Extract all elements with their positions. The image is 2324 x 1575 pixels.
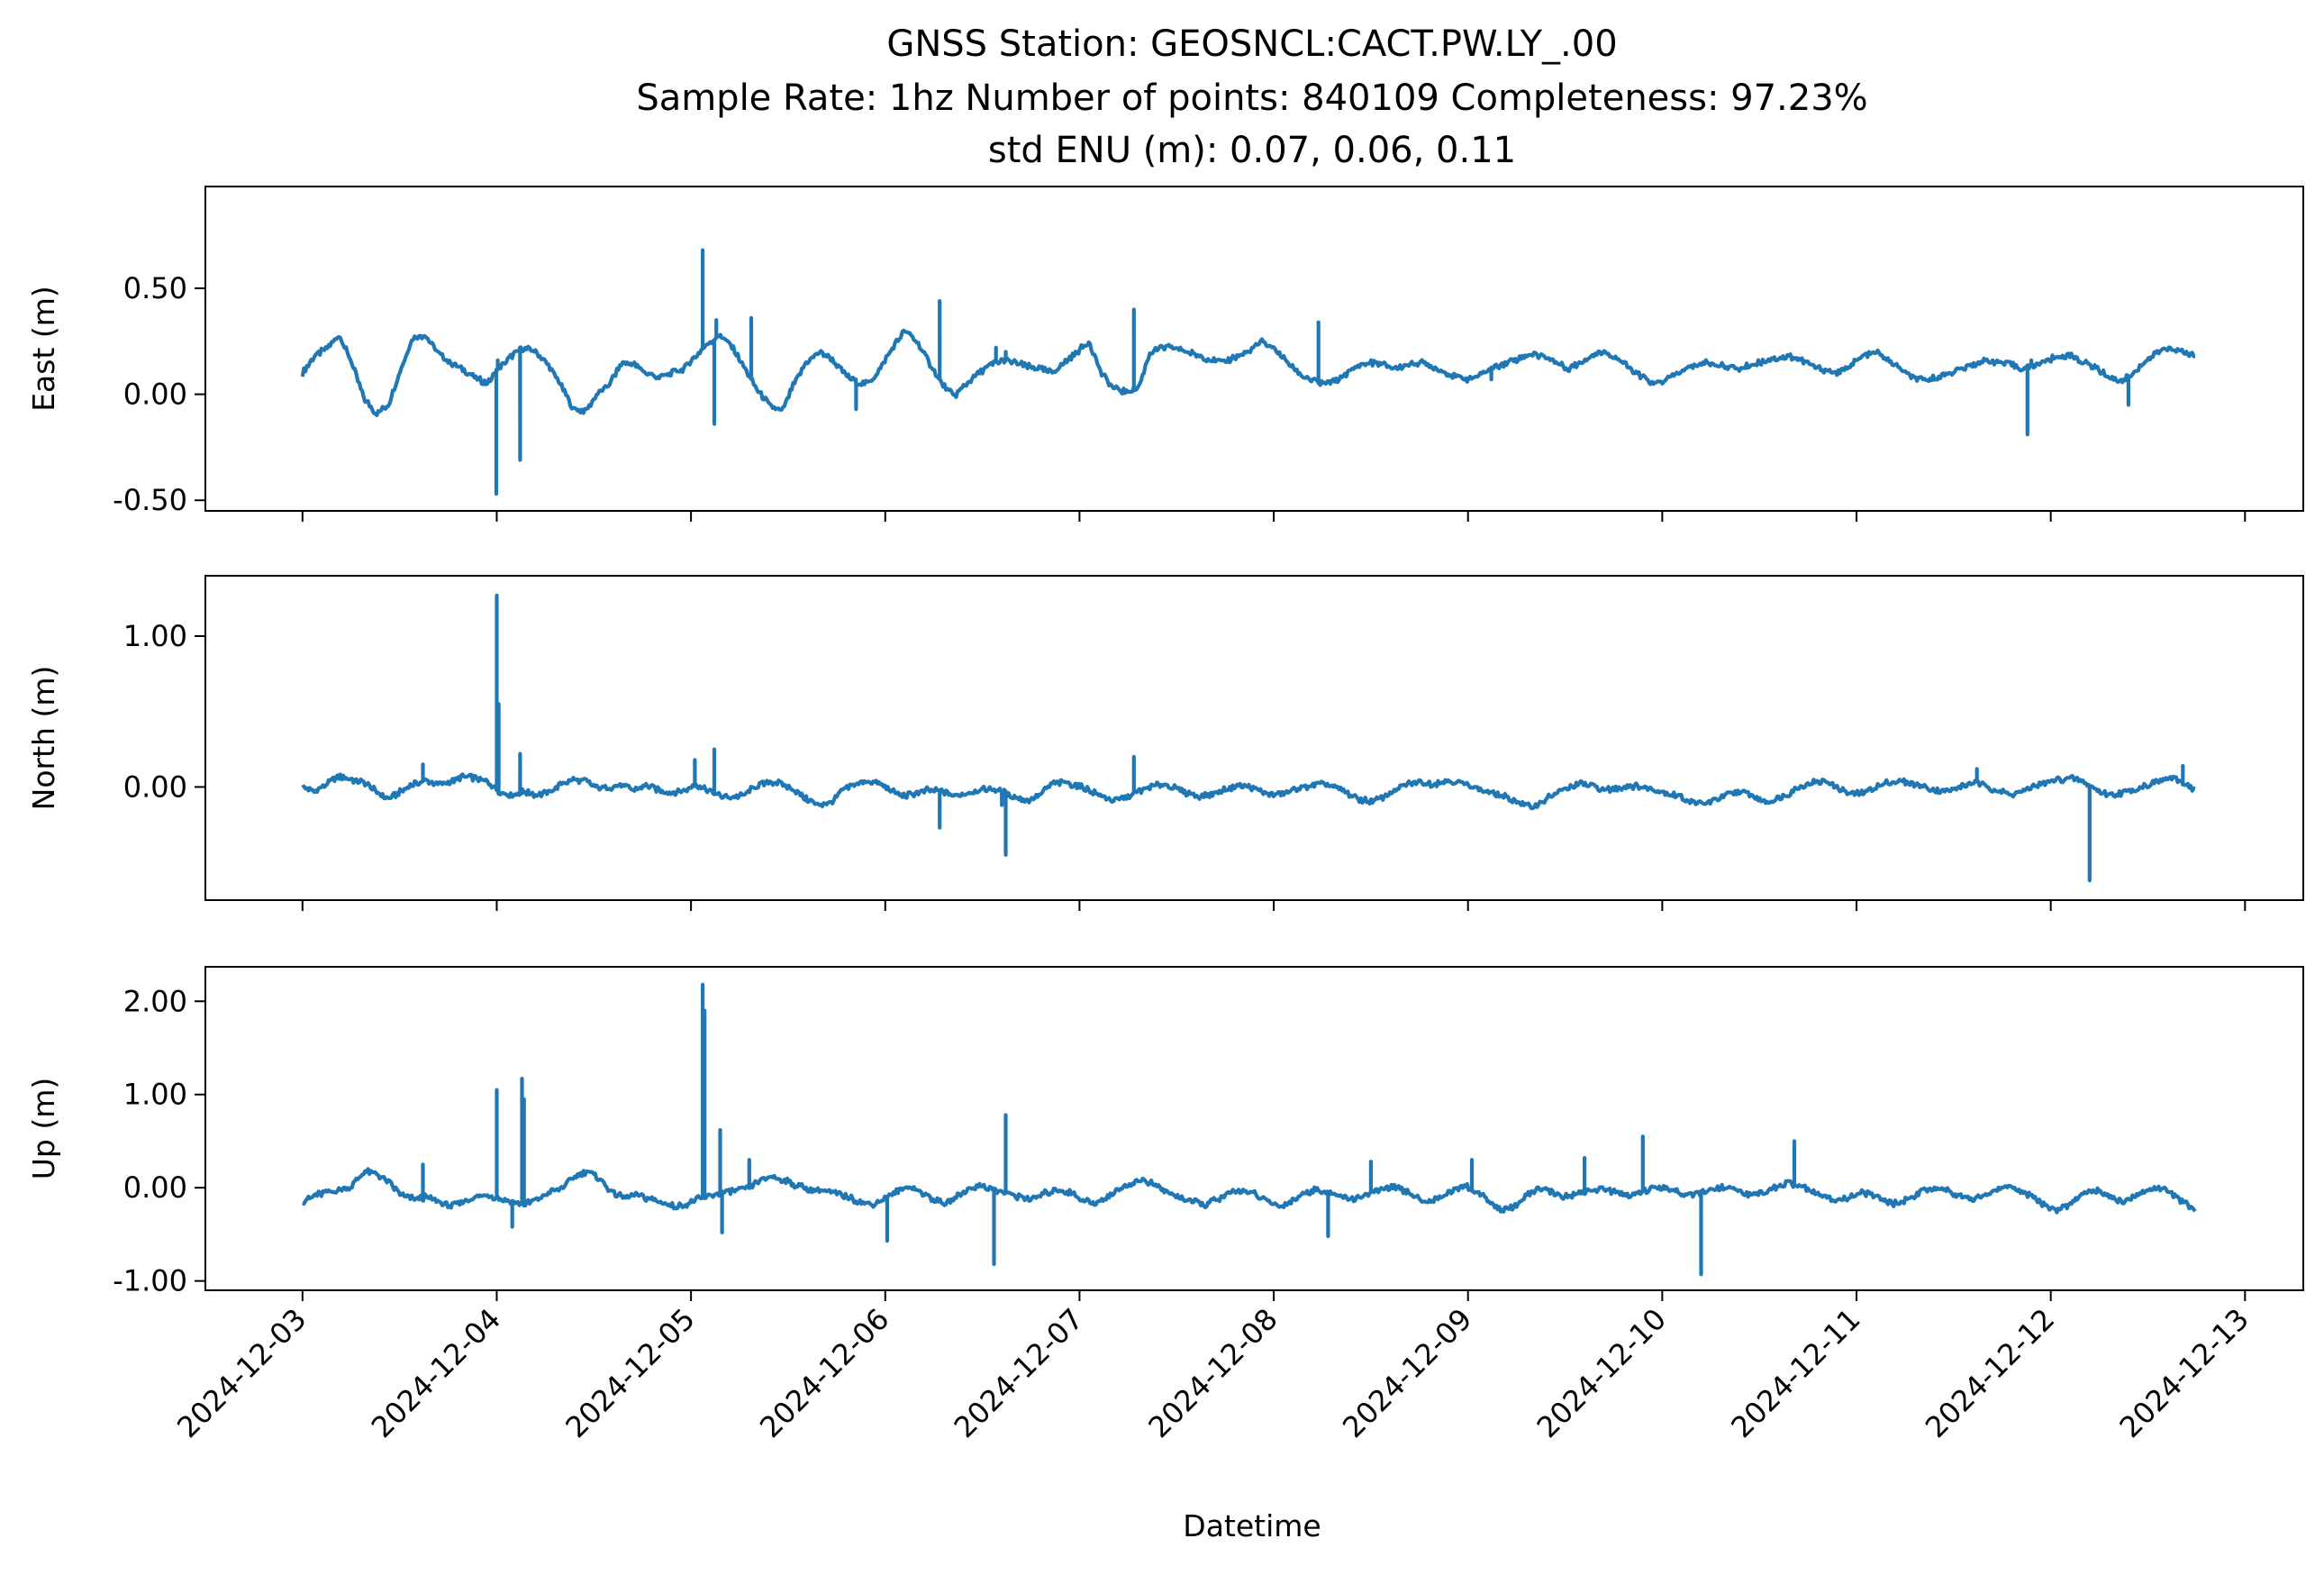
east-series-line	[300, 248, 2196, 496]
up-axes-frame	[204, 966, 2304, 1291]
chart-title-line-2: Sample Rate: 1hz Number of points: 84010…	[636, 77, 1867, 119]
north-y-tick-label: 0.00	[123, 769, 187, 804]
chart-title-line-3: std ENU (m): 0.07, 0.06, 0.11	[988, 130, 1516, 171]
east-y-tick-label: -0.50	[113, 483, 187, 517]
east-axes-frame	[204, 186, 2304, 512]
x-axis-label: Datetime	[1183, 1508, 1321, 1543]
up-series-line	[302, 982, 2197, 1277]
north-y-axis-label: North (m)	[26, 666, 61, 811]
chart-title-line-1: GNSS Station: GEOSNCL:CACT.PW.LY_.00	[886, 23, 1617, 65]
up-panel: 2.00 1.00 0.00 -1.00 Up (m)	[26, 966, 2304, 1301]
up-y-tick-label: 0.00	[123, 1170, 187, 1205]
east-y-tick-label: 0.50	[123, 271, 187, 305]
up-y-tick-label: 2.00	[123, 984, 187, 1018]
up-y-tick-label: 1.00	[123, 1078, 187, 1112]
north-plot-area	[205, 576, 2303, 900]
up-y-tick-label: -1.00	[113, 1264, 187, 1298]
up-y-axis-label: Up (m)	[26, 1078, 61, 1180]
east-y-tick-label: 0.00	[123, 378, 187, 412]
north-panel: 1.00 0.00 North (m)	[26, 575, 2304, 911]
north-series-line	[301, 593, 2196, 883]
north-y-tick-label: 1.00	[123, 619, 187, 653]
east-y-axis-label: East (m)	[26, 286, 61, 412]
east-panel: 0.50 0.00 -0.50 East (m)	[26, 186, 2304, 522]
north-axes-frame	[204, 575, 2304, 901]
up-plot-area	[205, 967, 2303, 1290]
